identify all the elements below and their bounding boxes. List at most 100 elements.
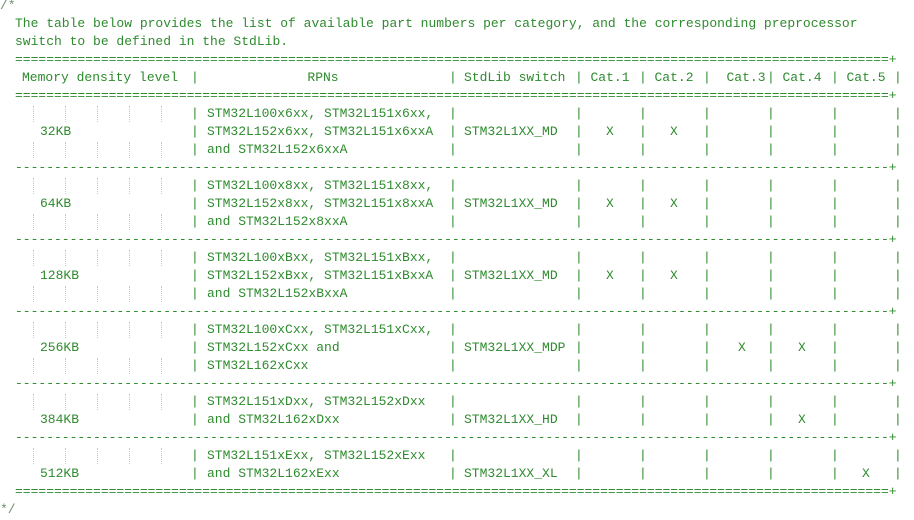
- column-separator: |: [831, 466, 839, 481]
- column-separator: |: [449, 412, 457, 427]
- column-separator: |: [449, 178, 457, 193]
- memory-density-cell: 32KB: [40, 124, 72, 139]
- column-separator: |: [449, 124, 457, 139]
- column-separator: |: [639, 106, 647, 121]
- column-separator: |: [575, 214, 583, 229]
- indent-guide: [97, 142, 98, 158]
- indent-guide: [97, 286, 98, 302]
- memory-density-cell: 512KB: [40, 466, 80, 481]
- column-separator: |: [191, 196, 199, 211]
- column-separator: |: [191, 124, 199, 139]
- column-separator: |: [831, 412, 839, 427]
- indent-guide: [65, 106, 66, 122]
- indent-guide: [97, 250, 98, 266]
- column-separator: |: [449, 214, 457, 229]
- column-separator: |: [191, 70, 199, 85]
- column-separator: |: [703, 124, 711, 139]
- column-separator: |: [767, 358, 775, 373]
- column-separator: |: [191, 394, 199, 409]
- indent-guide: [161, 142, 162, 158]
- stdlib-switch-cell: STM32L1XX_MD: [464, 196, 558, 211]
- column-separator: |: [767, 466, 775, 481]
- column-separator: |: [894, 124, 902, 139]
- column-separator: |: [575, 268, 583, 283]
- indent-guide: [33, 394, 34, 410]
- rule-text: ----------------------------------------…: [15, 232, 897, 247]
- column-separator: |: [894, 466, 902, 481]
- column-separator: |: [767, 250, 775, 265]
- column-separator: |: [831, 70, 839, 85]
- column-separator: |: [575, 196, 583, 211]
- column-separator: |: [449, 322, 457, 337]
- stdlib-switch-cell: STM32L1XX_MDP: [464, 340, 566, 355]
- indent-guide: [33, 142, 34, 158]
- column-separator: |: [449, 394, 457, 409]
- indent-guide: [161, 358, 162, 374]
- indent-guide: [97, 358, 98, 374]
- column-separator: |: [767, 268, 775, 283]
- column-separator: |: [767, 196, 775, 211]
- column-separator: |: [639, 322, 647, 337]
- indent-guide: [129, 286, 130, 302]
- column-separator: |: [191, 412, 199, 427]
- column-separator: |: [894, 250, 902, 265]
- indent-guide: [33, 178, 34, 194]
- column-separator: |: [894, 178, 902, 193]
- indent-guide: [65, 178, 66, 194]
- column-separator: |: [449, 142, 457, 157]
- rpn-cell: and STM32L152xBxxA: [207, 286, 348, 301]
- cat-5-mark: X: [862, 466, 870, 481]
- stdlib-switch-cell: STM32L1XX_HD: [464, 412, 558, 427]
- column-separator: |: [639, 268, 647, 283]
- memory-density-cell: 64KB: [40, 196, 72, 211]
- rpn-cell: and STM32L162xExx: [207, 466, 340, 481]
- column-separator: |: [831, 394, 839, 409]
- column-separator: |: [894, 106, 902, 121]
- column-separator: |: [575, 466, 583, 481]
- indent-guide: [97, 448, 98, 464]
- rpn-cell: STM32L152xBxx, STM32L151xBxxA: [207, 268, 434, 283]
- column-separator: |: [191, 268, 199, 283]
- rpn-cell: STM32L152xCxx and: [207, 340, 340, 355]
- rpn-cell: STM32L100xCxx, STM32L151xCxx,: [207, 322, 434, 337]
- rule-text: ----------------------------------------…: [15, 304, 897, 319]
- rpn-cell: STM32L152x8xx, STM32L151x8xxA: [207, 196, 434, 211]
- memory-density-cell: 384KB: [40, 412, 80, 427]
- rpn-cell: and STM32L152x6xxA: [207, 142, 348, 157]
- column-separator: |: [191, 358, 199, 373]
- rpn-cell: STM32L100xBxx, STM32L151xBxx,: [207, 250, 434, 265]
- column-separator: |: [639, 250, 647, 265]
- column-separator: |: [831, 322, 839, 337]
- column-separator: |: [894, 214, 902, 229]
- column-separator: |: [449, 358, 457, 373]
- memory-density-cell: 128KB: [40, 268, 80, 283]
- column-separator: |: [449, 466, 457, 481]
- cat-2-mark: X: [670, 196, 678, 211]
- column-separator: |: [703, 250, 711, 265]
- indent-guide: [129, 448, 130, 464]
- rpn-cell: STM32L100x6xx, STM32L151x6xx,: [207, 106, 434, 121]
- column-separator: |: [575, 142, 583, 157]
- indent-guide: [97, 178, 98, 194]
- memory-density-cell: 256KB: [40, 340, 80, 355]
- column-separator: |: [894, 394, 902, 409]
- column-separator: |: [639, 196, 647, 211]
- column-separator: |: [191, 250, 199, 265]
- indent-guide: [129, 142, 130, 158]
- column-separator: |: [831, 268, 839, 283]
- column-separator: |: [449, 340, 457, 355]
- indent-guide: [65, 214, 66, 230]
- column-separator: |: [894, 196, 902, 211]
- column-separator: |: [575, 448, 583, 463]
- column-separator: |: [767, 178, 775, 193]
- column-separator: |: [575, 106, 583, 121]
- column-separator: |: [767, 322, 775, 337]
- cat-4-mark: X: [798, 412, 806, 427]
- column-separator: |: [191, 448, 199, 463]
- column-separator: |: [767, 412, 775, 427]
- column-separator: |: [831, 340, 839, 355]
- cat-1-mark: X: [606, 124, 614, 139]
- column-separator: |: [831, 178, 839, 193]
- column-separator: |: [831, 214, 839, 229]
